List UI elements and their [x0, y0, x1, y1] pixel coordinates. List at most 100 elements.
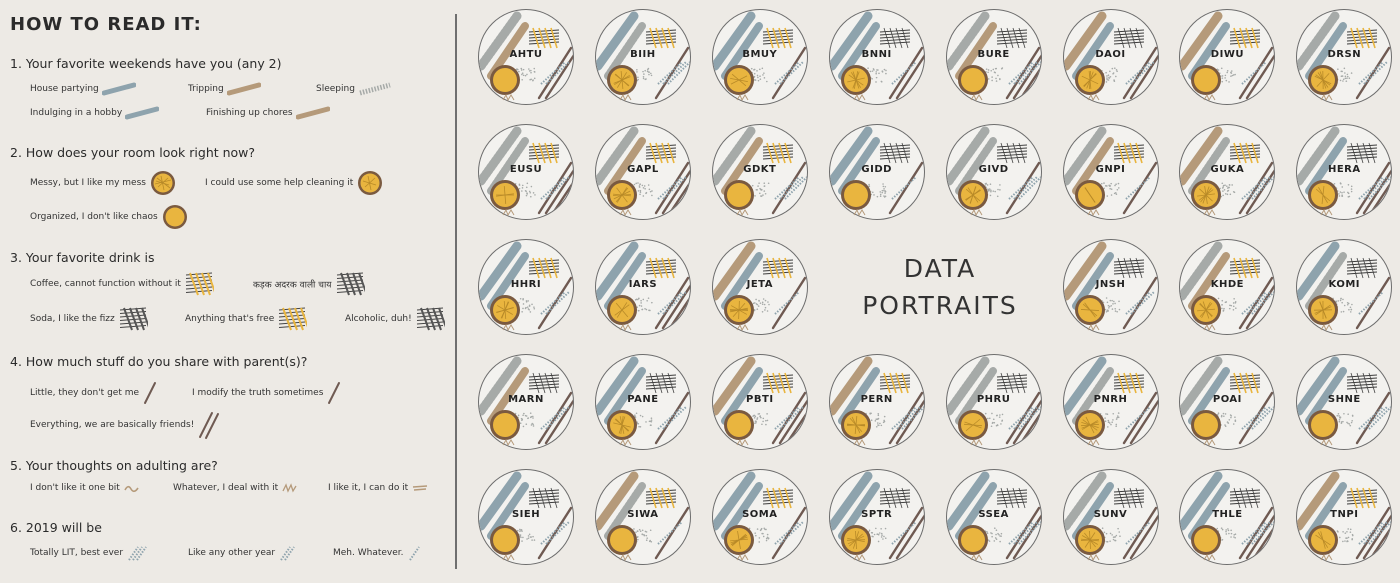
q2-option-2: I could use some help cleaning it	[205, 169, 384, 197]
q6-option-3: Meh. Whatever.	[333, 544, 429, 562]
data-portrait: GDKT	[711, 123, 809, 221]
hatch-yellow-icon	[181, 272, 217, 296]
data-portrait: THLE	[1178, 468, 1276, 566]
portrait-code: GIVD	[978, 164, 1009, 175]
portrait-code: POAI	[1212, 394, 1242, 405]
portrait-code: DAOI	[1095, 49, 1126, 60]
q3-option-2: कड़क अदरक वाली चाय	[253, 271, 368, 297]
portrait-code: GUKA	[1210, 164, 1245, 175]
q1-option-2: Tripping	[188, 80, 262, 98]
data-portrait: SUNV	[1062, 468, 1160, 566]
question-6-heading: 6. 2019 will be	[10, 520, 102, 535]
bowl-messy-icon	[146, 171, 177, 195]
portrait-code: SOMA	[742, 509, 778, 520]
q2-option-1-label: Messy, but I like my mess	[30, 178, 146, 188]
q4-option-1: Little, they don't get me	[30, 380, 158, 406]
portrait-code: KOMI	[1328, 279, 1361, 290]
squiggle-c-icon	[408, 484, 429, 494]
q3-option-5: Alcoholic, duh!	[345, 306, 448, 332]
q4-option-3-label: Everything, we are basically friends!	[30, 420, 195, 430]
portrait-code: PERN	[860, 394, 893, 405]
legend-title: HOW TO READ IT:	[10, 14, 202, 35]
data-portrait: PANE	[594, 353, 692, 451]
legend-panel: HOW TO READ IT: 1. Your favorite weekend…	[0, 0, 455, 583]
data-portrait: EUSU	[477, 123, 575, 221]
portrait-code: SHNE	[1327, 394, 1361, 405]
question-5-heading: 5. Your thoughts on adulting are?	[10, 458, 218, 473]
portrait-code: PNRH	[1093, 394, 1128, 405]
q6-option-2-label: Like any other year	[188, 548, 276, 558]
bowl-medium-icon	[353, 171, 384, 195]
portrait-code: BNNI	[861, 49, 892, 60]
portrait-code: KHDE	[1210, 279, 1245, 290]
q3-option-4: Anything that's free	[185, 306, 311, 332]
data-portrait: SOMA	[711, 468, 809, 566]
line-single-icon	[139, 382, 158, 404]
data-portrait: GAPL	[594, 123, 692, 221]
portrait-code: DIWU	[1210, 49, 1244, 60]
center-title-line-1: DATA	[903, 254, 977, 283]
stroke-brown-icon	[293, 106, 331, 120]
data-portrait: JETA	[711, 238, 809, 336]
data-portrait: POAI	[1178, 353, 1276, 451]
data-portrait: BIIH	[594, 8, 692, 106]
data-portrait: SPTR	[828, 468, 926, 566]
portrait-code: SSEA	[978, 509, 1009, 520]
q3-option-3: Soda, I like the fizz	[30, 306, 151, 332]
q3-option-1: Coffee, cannot function without it	[30, 271, 217, 297]
portrait-code: IARS	[628, 279, 658, 290]
q6-option-2: Like any other year	[188, 544, 300, 562]
data-portrait: SHNE	[1295, 353, 1393, 451]
q1-option-3-label: Sleeping	[316, 84, 355, 94]
center-title: DATA PORTRAITS	[825, 250, 1055, 324]
data-portrait: GNPI	[1062, 123, 1160, 221]
q1-option-5: Finishing up chores	[206, 104, 331, 122]
data-portrait: GIVD	[945, 123, 1043, 221]
data-portrait: PNRH	[1062, 353, 1160, 451]
portrait-code: PBTI	[746, 394, 774, 405]
q3-option-5-label: Alcoholic, duh!	[345, 314, 412, 324]
stroke-blue-icon	[99, 82, 137, 96]
q4-option-1-label: Little, they don't get me	[30, 388, 140, 398]
data-portrait: MARN	[477, 353, 575, 451]
data-portrait: BURE	[945, 8, 1043, 106]
q1-option-4-label: Indulging in a hobby	[30, 108, 123, 118]
portrait-code: PHRU	[976, 394, 1011, 405]
portrait-code: TNPI	[1330, 509, 1359, 520]
data-portrait: DRSN	[1295, 8, 1393, 106]
hatch-dark-icon	[332, 272, 368, 296]
hatch-yellow-icon	[274, 307, 311, 331]
data-portrait: SSEA	[945, 468, 1043, 566]
data-portrait: PERN	[828, 353, 926, 451]
portrait-code: DRSN	[1327, 49, 1362, 60]
question-2-heading: 2. How does your room look right now?	[10, 145, 256, 160]
q5-option-1-label: I don't like it one bit	[30, 483, 120, 493]
q1-option-2-label: Tripping	[188, 84, 224, 94]
data-portrait: PHRU	[945, 353, 1043, 451]
q2-option-2-label: I could use some help cleaning it	[205, 178, 354, 188]
q2-option-3-label: Organized, I don't like chaos	[30, 212, 158, 222]
portrait-code: HHRI	[510, 279, 542, 290]
hatch-dark-icon	[115, 307, 151, 331]
q5-option-3-label: I like it, I can do it	[328, 483, 409, 493]
data-portrait: PBTI	[711, 353, 809, 451]
q5-option-3: I like it, I can do it	[328, 482, 429, 494]
dots-b-icon	[275, 546, 300, 561]
portrait-code: SIEH	[511, 509, 541, 520]
data-portrait: SIWA	[594, 468, 692, 566]
stroke-dotted-icon	[355, 82, 392, 96]
q1-option-1-label: House partying	[30, 84, 99, 94]
dots-c-icon	[404, 546, 429, 561]
data-portrait: BNNI	[828, 8, 926, 106]
portrait-code: GAPL	[627, 164, 659, 175]
question-4-heading: 4. How much stuff do you share with pare…	[10, 354, 308, 369]
portrait-code: HERA	[1327, 164, 1361, 175]
portrait-code: GIDD	[861, 164, 892, 175]
q3-option-1-label: Coffee, cannot function without it	[30, 279, 181, 289]
portrait-code: BMUY	[742, 49, 778, 60]
portrait-code: EUSU	[509, 164, 543, 175]
stroke-brown-icon	[224, 82, 262, 96]
data-portrait: DIWU	[1178, 8, 1276, 106]
data-portrait: JNSH	[1062, 238, 1160, 336]
portrait-code: THLE	[1212, 509, 1243, 520]
